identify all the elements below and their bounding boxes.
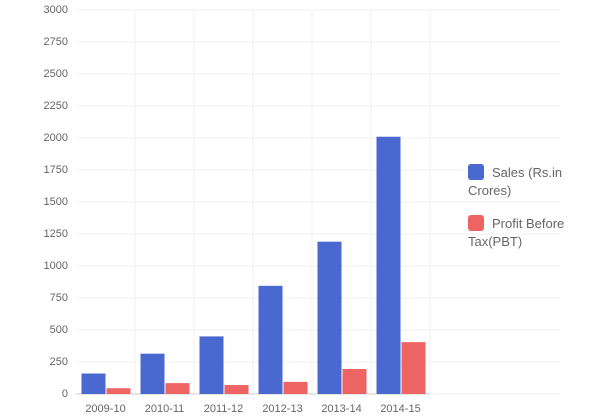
bar xyxy=(224,385,249,394)
legend-label: Sales (Rs.in Crores) xyxy=(468,165,563,198)
x-tick-label: 2013-14 xyxy=(321,403,361,415)
y-tick-label: 0 xyxy=(62,388,68,400)
y-tick-label: 2000 xyxy=(44,132,68,144)
y-tick-label: 1500 xyxy=(44,196,68,208)
bar xyxy=(140,353,165,394)
y-tick-label: 2500 xyxy=(44,68,68,80)
y-tick-label: 1250 xyxy=(44,228,68,240)
y-tick-label: 500 xyxy=(50,324,68,336)
y-tick-label: 1750 xyxy=(44,164,68,176)
legend-swatch xyxy=(468,215,484,231)
bar xyxy=(165,383,190,394)
bar xyxy=(283,381,308,394)
legend-item: Profit Before Tax(PBT) xyxy=(468,215,586,251)
bar xyxy=(199,336,224,394)
bar xyxy=(376,136,401,394)
legend-label: Profit Before Tax(PBT) xyxy=(468,216,565,249)
bar xyxy=(81,373,106,394)
x-tick-label: 2011-12 xyxy=(204,403,244,415)
y-tick-label: 1000 xyxy=(44,260,68,272)
legend-swatch xyxy=(468,164,484,180)
x-tick-label: 2012-13 xyxy=(262,403,302,415)
bar xyxy=(106,388,131,394)
y-tick-label: 2250 xyxy=(44,100,68,112)
bar xyxy=(317,241,342,394)
y-tick-label: 250 xyxy=(50,356,68,368)
bar xyxy=(342,369,367,394)
x-tick-label: 2010-11 xyxy=(145,403,185,415)
y-tick-label: 750 xyxy=(50,292,68,304)
x-tick-label: 2009-10 xyxy=(85,403,125,415)
x-tick-label: 2014-15 xyxy=(380,403,420,415)
bar xyxy=(401,342,426,394)
y-tick-label: 2750 xyxy=(44,36,68,48)
legend-item: Sales (Rs.in Crores) xyxy=(468,164,586,200)
bar xyxy=(258,285,283,394)
y-tick-label: 3000 xyxy=(44,4,68,16)
